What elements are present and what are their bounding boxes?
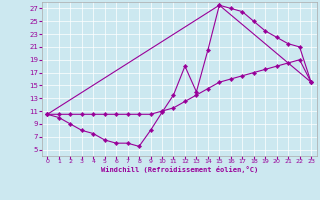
X-axis label: Windchill (Refroidissement éolien,°C): Windchill (Refroidissement éolien,°C) [100, 166, 258, 173]
